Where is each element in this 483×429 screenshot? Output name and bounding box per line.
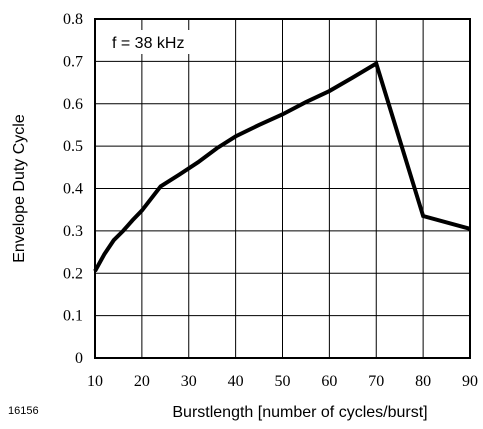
y-tick-label: 0.4 [63, 181, 83, 198]
series-layer [93, 60, 471, 273]
x-tick-label: 60 [321, 373, 337, 390]
x-tick-label: 10 [87, 373, 103, 390]
x-tick-label: 80 [415, 373, 431, 390]
plot-frame [94, 18, 471, 359]
x-tick-label: 40 [228, 373, 244, 390]
y-tick-label: 0.2 [63, 265, 83, 282]
x-tick-label: 20 [134, 373, 150, 390]
annotation-frequency: f = 38 kHz [112, 35, 184, 52]
y-tick-label: 0.1 [63, 308, 83, 325]
y-tick-label: 0.6 [63, 96, 83, 113]
y-tick-labels: 0 0.1 0.2 0.3 0.4 0.5 0.6 0.7 0.8 [63, 11, 83, 367]
y-tick-label: 0.7 [63, 53, 83, 70]
x-axis-title: Burstlength [number of cycles/burst] [172, 404, 427, 421]
x-tick-label: 30 [181, 373, 197, 390]
annotation-background [104, 30, 208, 54]
x-tick-label: 90 [462, 373, 478, 390]
y-tick-label: 0 [75, 350, 83, 367]
y-tick-label: 0.3 [63, 223, 83, 240]
y-axis-title: Envelope Duty Cycle [11, 114, 28, 263]
x-tick-labels: 10 20 30 40 50 60 70 80 90 [87, 373, 478, 390]
y-tick-label: 0.5 [63, 138, 83, 155]
x-tick-label: 70 [368, 373, 384, 390]
y-tick-label: 0.8 [63, 11, 83, 28]
x-tick-label: 50 [275, 373, 291, 390]
figure-number: 16156 [8, 405, 39, 417]
series-line [93, 60, 471, 273]
